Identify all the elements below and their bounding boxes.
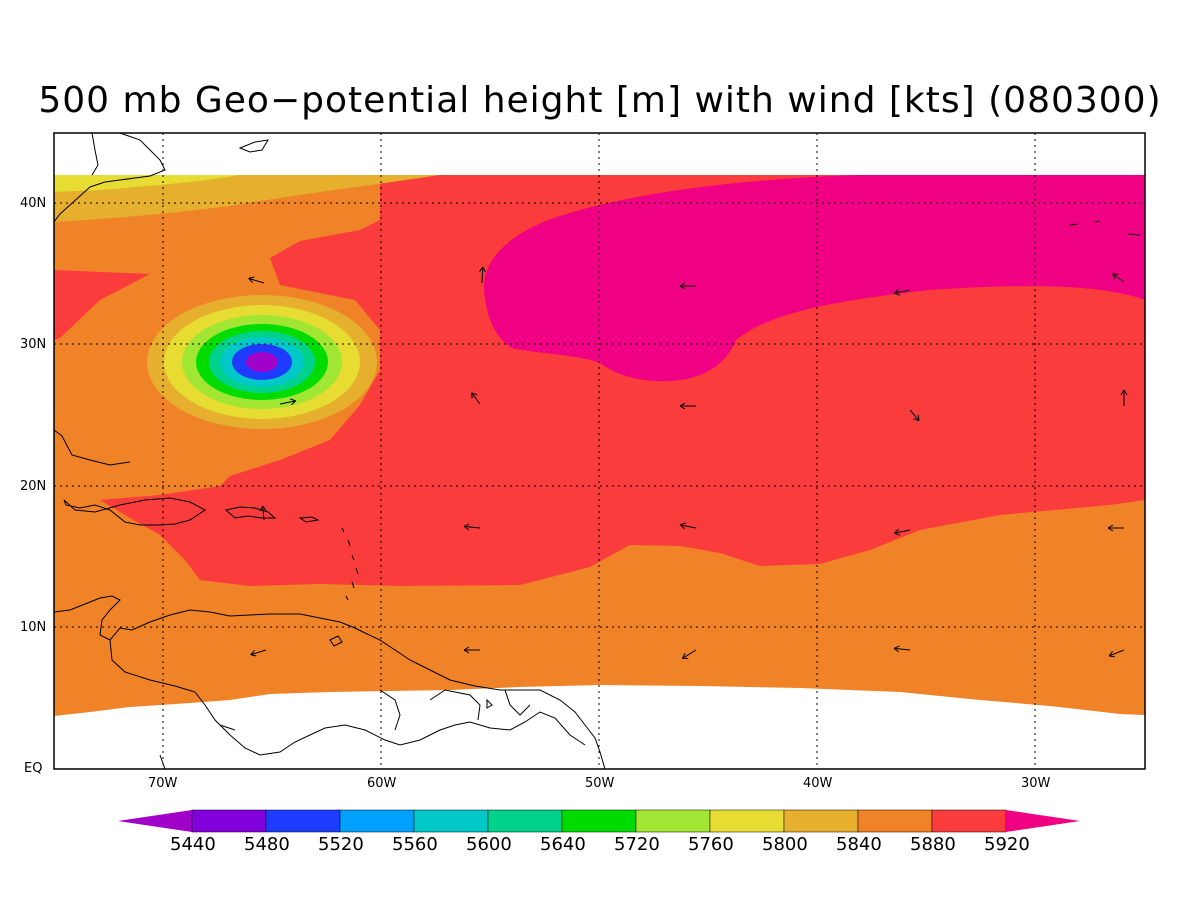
map-title: 500 mb Geo−potential height [m] with win… [38,80,1162,121]
wind-vector-10 [463,523,481,531]
wind-vector-9 [1120,389,1128,406]
lat-label-30n: 30N [20,337,47,352]
field-5880-5920-west [54,270,150,340]
colorbar-swatch-4 [413,809,489,833]
colorbar-swatch-9 [783,809,859,833]
wind-vector-17 [893,645,911,653]
coastline-central-america [54,595,606,769]
colorbar-label-5480: 5480 [244,834,290,855]
lon-label-40w: 40W [803,776,833,791]
wind-vector-8 [1112,273,1125,283]
colorbar-swatch-11 [931,809,1007,833]
colorbar-label-5640: 5640 [540,834,586,855]
coastline-azores [1069,220,1141,236]
coastlines [54,133,1141,769]
lat-label-10n: 10N [20,620,47,635]
wind-vector-11 [679,522,697,530]
colorbar-swatch-8 [709,809,785,833]
colorbar-swatch-7 [635,809,711,833]
lon-label-30w: 30W [1021,776,1051,791]
coastline-north-america [54,133,166,223]
wind-vector-12 [893,528,911,536]
wind-vector-16 [681,649,697,659]
lat-label-40n: 40N [20,196,47,211]
wind-vector-0 [248,276,265,284]
field-5800-5840-top [54,175,440,222]
field-above-5920 [483,175,1145,382]
colorbar-label-5760: 5760 [688,834,734,855]
colorbar-label-5600: 5600 [466,834,512,855]
wind-vector-1 [279,398,297,406]
coastline-hispaniola [224,506,277,519]
colorbar-label-5560: 5560 [392,834,438,855]
field-5760-5800-top [54,175,240,192]
low-contour-ring-7 [246,352,278,372]
colorbar-label-5880: 5880 [910,834,956,855]
colorbar-swatch-6 [561,809,637,833]
coastline-trinidad [329,635,343,647]
coastline-florida-cuba [54,429,206,526]
lat-label-eq: EQ [24,761,43,776]
plot-frame [53,132,1146,770]
coastline-south-america-interior [109,639,586,769]
wind-vector-2 [479,266,486,284]
wind-vector-3 [471,392,481,405]
colorbar-label-5720: 5720 [614,834,660,855]
lon-label-50w: 50W [585,776,615,791]
coastline-puerto-rico [298,516,320,523]
colorbar-label-5520: 5520 [318,834,364,855]
coastline-nova-scotia [238,139,269,153]
colorbar [118,809,1080,833]
wind-vector-18 [1108,649,1125,658]
colorbar-swatch-5 [487,809,563,833]
colorbar-label-5440: 5440 [170,834,216,855]
colorbar-label-5920: 5920 [984,834,1030,855]
wind-vector-6 [893,288,911,296]
coastline-antilles [341,527,359,601]
colorbar-label-5800: 5800 [762,834,808,855]
wind-vector-4 [679,282,696,290]
colorbar-max-arrow [1006,810,1080,832]
wind-vectors [248,266,1128,659]
lon-label-60w: 60W [367,776,397,791]
wind-vector-13 [1107,524,1124,532]
colorbar-swatch-1 [191,809,267,833]
colorbar-swatch-2 [265,809,341,833]
low-pressure-system [147,295,377,429]
colorbar-swatch-10 [857,809,933,833]
graticule [54,133,1145,769]
colorbar-swatch-3 [339,809,415,833]
wind-vector-19 [259,505,267,521]
wind-vector-7 [909,409,920,422]
colorbar-label-5840: 5840 [836,834,882,855]
wind-vector-5 [679,402,696,410]
wind-vector-15 [463,646,480,654]
lon-label-70w: 70W [148,776,178,791]
lat-label-20n: 20N [20,479,47,494]
wind-vector-14 [250,649,267,657]
colorbar-min-arrow [118,810,192,832]
